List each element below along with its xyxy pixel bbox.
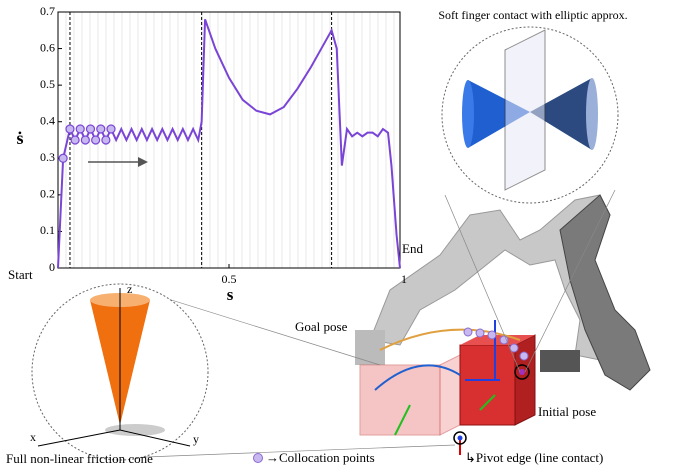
collocation-text: Collocation points <box>279 450 375 465</box>
axis-x-label: x <box>30 430 36 444</box>
start-label: Start <box>8 267 33 282</box>
collocation-label: →Collocation points <box>266 450 375 465</box>
figure: Soft finger contact with elliptic approx… <box>0 0 675 469</box>
chart: 0 0.1 0.2 0.3 0.4 0.5 0.6 0.7 0.5 1 <box>40 4 407 286</box>
collocation-point <box>59 154 67 162</box>
x-tick-label: 1 <box>401 272 407 286</box>
y-tick-label: 0.1 <box>40 223 55 237</box>
collocation-point <box>102 136 110 144</box>
collocation-icon <box>254 454 263 463</box>
pivot-edge-text: Pivot edge (line contact) <box>476 450 603 465</box>
data-line <box>58 19 400 268</box>
collocation-point <box>81 136 89 144</box>
y-tick-label: 0.4 <box>40 113 55 127</box>
friction-cone-inset <box>32 284 208 460</box>
y-tick-label: 0.3 <box>40 150 55 164</box>
soft-finger-inset <box>442 27 618 203</box>
collocation-point <box>71 136 79 144</box>
initial-pose-label: Initial pose <box>538 404 596 419</box>
y-tick-label: 0.2 <box>40 187 55 201</box>
axis-z-label: z <box>127 282 132 296</box>
y-tick-label: 0 <box>49 260 55 274</box>
end-label: End <box>402 241 423 256</box>
soft-finger-label: Soft finger contact with elliptic approx… <box>438 8 627 22</box>
y-tick-label: 0.7 <box>40 4 55 18</box>
collocation-point <box>97 125 105 133</box>
collocation-point <box>92 136 100 144</box>
x-axis-label: s <box>227 285 234 304</box>
collocation-point <box>86 125 94 133</box>
collocation-point <box>107 125 115 133</box>
friction-cone-label: Full non-linear friction cone <box>6 451 153 466</box>
y-tick-label: 0.5 <box>40 77 55 91</box>
x-tick-label: 0.5 <box>222 272 237 286</box>
collocation-point <box>66 125 74 133</box>
y-axis-label: ṡ <box>16 128 23 148</box>
pivot-edge-label: ↳Pivot edge (line contact) <box>465 450 603 465</box>
goal-pose-label: Goal pose <box>295 319 348 334</box>
collocation-point <box>76 125 84 133</box>
direction-arrowhead <box>138 157 148 167</box>
axis-y-label: y <box>193 432 199 446</box>
y-tick-label: 0.6 <box>40 40 55 54</box>
